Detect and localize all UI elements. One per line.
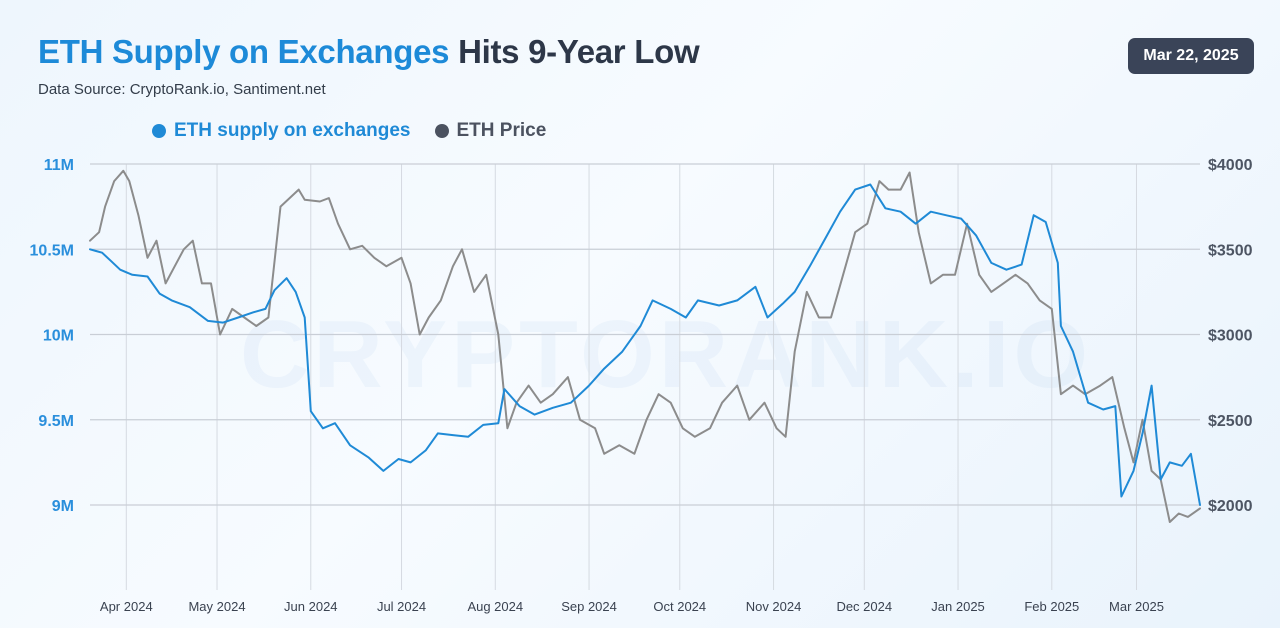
chart-title: ETH Supply on Exchanges Hits 9-Year Low (38, 32, 700, 72)
legend-item-supply: ETH supply on exchanges (152, 120, 411, 142)
data-source: Data Source: CryptoRank.io, Santiment.ne… (38, 81, 326, 98)
y-left-tick-label: 10M (43, 328, 74, 345)
legend-dot-price (434, 124, 449, 138)
x-tick-label: Nov 2024 (746, 599, 802, 614)
legend-label-price: ETH Price (456, 120, 547, 141)
x-tick-label: Mar 2025 (1109, 599, 1164, 614)
x-tick-label: Feb 2025 (1024, 599, 1079, 614)
chart-legend: ETH supply on exchanges ETH Price (152, 120, 546, 142)
y-right-tick-label: $2000 (1208, 498, 1253, 515)
y-right-tick-label: $4000 (1208, 157, 1253, 174)
x-tick-label: Oct 2024 (653, 599, 706, 614)
x-tick-label: Sep 2024 (561, 599, 617, 614)
x-tick-label: May 2024 (188, 599, 245, 614)
y-right-tick-label: $2500 (1208, 413, 1253, 430)
x-tick-label: Jan 2025 (931, 599, 985, 614)
x-tick-label: Aug 2024 (467, 599, 523, 614)
title-highlight: ETH Supply on Exchanges (38, 33, 450, 70)
date-badge: Mar 22, 2025 (1128, 38, 1254, 74)
y-left-tick-label: 9.5M (38, 413, 74, 430)
y-left-tick-label: 11M (44, 157, 74, 174)
y-left-tick-label: 9M (52, 498, 74, 515)
x-tick-label: Jul 2024 (377, 599, 426, 614)
y-right-tick-label: $3000 (1208, 328, 1253, 345)
title-rest: Hits 9-Year Low (458, 33, 700, 70)
legend-item-price: ETH Price (434, 120, 547, 142)
x-tick-label: Apr 2024 (100, 599, 153, 614)
y-right-tick-label: $3500 (1208, 242, 1253, 259)
legend-dot-supply (152, 124, 166, 138)
legend-label-supply: ETH supply on exchanges (174, 120, 411, 141)
x-tick-label: Jun 2024 (284, 599, 338, 614)
x-tick-label: Dec 2024 (836, 599, 892, 614)
series-line-supply (89, 183, 1201, 506)
y-left-tick-label: 10.5M (30, 242, 74, 259)
series-line-price (89, 169, 1201, 523)
